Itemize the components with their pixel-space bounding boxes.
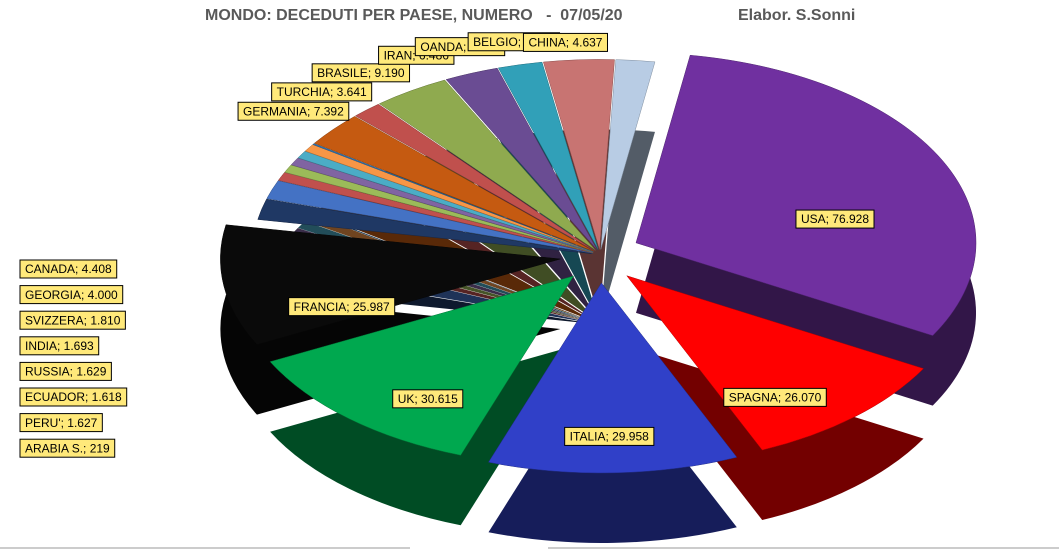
slice — [257, 198, 593, 254]
slice — [269, 275, 575, 456]
label-text: TURCHIA; 3.641 — [277, 85, 367, 99]
label-box — [237, 101, 350, 121]
chart-title: MONDO: DECEDUTI PER PAESE, NUMERO - 07/0… — [205, 7, 623, 24]
data-label: SVIZZERA; 1.810 — [19, 310, 126, 330]
slice — [313, 116, 594, 252]
label-text: FRANCIA; 25.987 — [294, 300, 390, 314]
label-box — [795, 209, 875, 229]
label-box — [288, 297, 396, 317]
label-box — [19, 285, 124, 305]
label-box — [19, 387, 128, 407]
label-box — [19, 336, 100, 356]
slice — [488, 282, 738, 474]
data-label: PERU'; 1.627 — [19, 413, 103, 433]
data-label: FRANCIA; 25.987 — [288, 297, 396, 317]
label-box — [311, 63, 411, 83]
label-box — [19, 361, 112, 381]
data-label: UK; 30.615 — [392, 389, 464, 409]
slice — [635, 54, 977, 336]
data-label: RUSSIA; 1.629 — [19, 361, 112, 381]
label-box — [522, 32, 608, 52]
data-label: ITALIA; 29.958 — [564, 426, 655, 446]
label-text: ITALIA; 29.958 — [570, 430, 649, 444]
label-text: SPAGNA; 26.070 — [729, 391, 822, 405]
label-text: INDIA; 1.693 — [25, 339, 94, 353]
data-label: TURCHIA; 3.641 — [271, 82, 373, 102]
label-text: GERMANIA; 7.392 — [243, 104, 344, 118]
slice-tops — [220, 54, 977, 474]
slice — [354, 103, 595, 252]
data-label: GEORGIA; 4.000 — [19, 285, 124, 305]
label-text: CHINA; 4.637 — [528, 36, 602, 50]
data-label: CHINA; 4.637 — [522, 32, 608, 52]
data-label: SPAGNA; 26.070 — [723, 387, 827, 407]
label-box — [564, 426, 655, 446]
slice — [277, 172, 593, 253]
slice — [312, 143, 594, 253]
label-text: GEORGIA; 4.000 — [25, 288, 118, 302]
slice — [378, 79, 596, 251]
label-box — [723, 387, 827, 407]
label-text: PERU'; 1.627 — [25, 416, 98, 430]
label-box — [19, 259, 118, 279]
label-text: CANADA; 4.408 — [25, 262, 112, 276]
label-text: ECUADOR; 1.618 — [25, 390, 122, 404]
slice — [445, 67, 598, 250]
slice — [497, 61, 599, 250]
slice — [543, 59, 615, 250]
label-box — [19, 310, 126, 330]
data-label: INDIA; 1.693 — [19, 336, 100, 356]
label-text: BRASILE; 9.190 — [317, 66, 405, 80]
label-text: ARABIA S.; 219 — [25, 441, 110, 455]
slice — [266, 180, 593, 254]
label-text: RUSSIA; 1.629 — [25, 365, 107, 379]
label-box — [271, 82, 373, 102]
label-text: UK; 30.615 — [398, 392, 458, 406]
label-text: SVIZZERA; 1.810 — [25, 313, 121, 327]
slice — [600, 59, 656, 250]
label-box — [392, 389, 464, 409]
label-text: USA; 76.928 — [801, 212, 869, 226]
label-box — [19, 438, 116, 458]
chart-annotation: Elabor. S.Sonni — [738, 7, 855, 24]
data-label: ECUADOR; 1.618 — [19, 387, 128, 407]
data-label: ARABIA S.; 219 — [19, 438, 116, 458]
data-labels: USA; 76.928 SPAGNA; 26.070 ITALIA; 29.958 U… — [19, 32, 875, 458]
data-label: CANADA; 4.408 — [19, 259, 118, 279]
slice — [626, 275, 924, 451]
data-label: USA; 76.928 — [795, 209, 875, 229]
data-label: GERMANIA; 7.392 — [237, 101, 350, 121]
data-label: BRASILE; 9.190 — [311, 63, 411, 83]
label-box — [19, 413, 103, 433]
